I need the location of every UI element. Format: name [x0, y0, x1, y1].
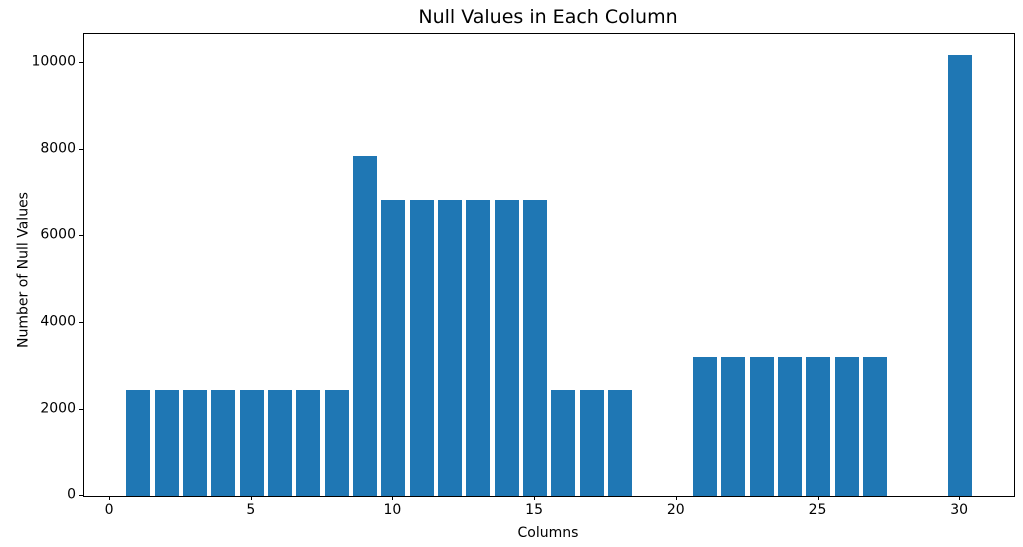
- y-tick-label: 4000: [40, 313, 76, 330]
- bar-column-1: [126, 390, 151, 496]
- bar-column-30: [948, 55, 973, 496]
- bar-column-10: [381, 200, 406, 496]
- x-tick-mark: [534, 496, 536, 500]
- bar-column-25: [806, 357, 831, 496]
- bar-column-2: [154, 390, 179, 496]
- y-tick-label: 2000: [40, 400, 76, 416]
- y-tick-label: 6000: [40, 226, 76, 243]
- bar-column-24: [778, 357, 803, 496]
- bar-column-18: [608, 390, 633, 496]
- x-tick-label: 25: [808, 502, 827, 518]
- bar-column-8: [324, 390, 349, 496]
- bar-column-7: [296, 390, 321, 496]
- x-tick-label: 20: [666, 502, 685, 518]
- y-tick-mark: [79, 62, 83, 64]
- bar-column-5: [239, 390, 264, 496]
- bar-column-23: [749, 357, 774, 496]
- x-tick-label: 0: [104, 502, 114, 518]
- bar-column-16: [551, 390, 576, 496]
- bar-column-26: [834, 357, 859, 496]
- bar-column-27: [863, 357, 888, 496]
- x-axis-label: Columns: [517, 525, 579, 541]
- y-tick-mark: [79, 408, 83, 410]
- chart-title: Null Values in Each Column: [418, 6, 678, 28]
- bar-column-17: [579, 390, 604, 496]
- y-tick-label: 0: [67, 486, 76, 503]
- bar-column-3: [183, 390, 208, 496]
- x-tick-mark: [817, 496, 819, 500]
- x-tick-mark: [392, 496, 394, 500]
- bar-column-14: [494, 200, 519, 496]
- y-tick-label: 10000: [31, 53, 76, 70]
- plot-area: [83, 33, 1015, 497]
- y-tick-mark: [79, 495, 83, 496]
- bar-column-11: [409, 200, 434, 496]
- bar-column-12: [438, 200, 463, 496]
- x-tick-mark: [109, 496, 111, 500]
- y-tick-mark: [79, 148, 83, 150]
- x-tick-label: 10: [383, 502, 402, 518]
- y-tick-mark: [79, 235, 83, 237]
- y-tick-label: 8000: [40, 140, 76, 157]
- x-tick-label: 5: [246, 502, 256, 518]
- x-tick-mark: [675, 496, 677, 500]
- bar-column-13: [466, 200, 491, 496]
- y-tick-mark: [79, 322, 83, 323]
- bar-column-15: [523, 200, 548, 496]
- x-tick-mark: [959, 496, 961, 500]
- bar-column-6: [268, 390, 293, 496]
- x-tick-label: 15: [525, 502, 544, 518]
- x-tick-mark: [250, 496, 252, 500]
- bar-column-22: [721, 357, 746, 496]
- bar-column-9: [353, 156, 378, 496]
- bar-column-21: [693, 357, 718, 496]
- x-tick-label: 30: [950, 502, 969, 518]
- bar-column-4: [211, 390, 236, 496]
